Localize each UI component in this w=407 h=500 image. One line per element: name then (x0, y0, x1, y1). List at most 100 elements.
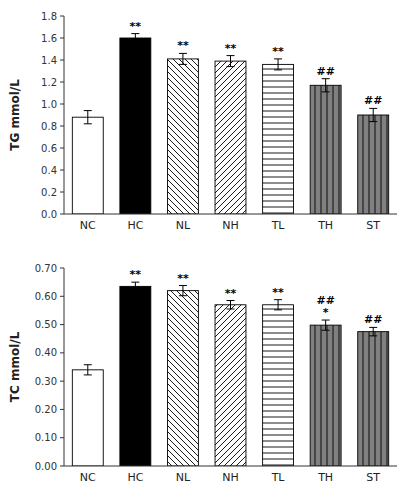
y-tick-label: 1.0 (41, 99, 57, 110)
y-tick-label: 0.2 (41, 187, 57, 198)
y-tick-label: 0.4 (41, 165, 57, 176)
y-tick-label: 0.00 (35, 461, 57, 472)
y-tick (60, 268, 64, 269)
y-tick-label: 0.10 (35, 432, 57, 443)
significance-label: * (323, 306, 329, 319)
y-tick-label: 1.2 (41, 77, 57, 88)
x-tick-label: NC (80, 471, 96, 484)
bar (310, 85, 341, 214)
y-tick (60, 60, 64, 61)
y-tick (60, 381, 64, 382)
x-tick-label: TL (271, 471, 286, 484)
x-tick-label: NL (176, 219, 191, 232)
panel: 0.00.20.40.60.81.01.21.41.61.8TG mmol/LN… (8, 11, 397, 233)
error-bar (179, 53, 187, 64)
y-tick (60, 82, 64, 83)
x-tick-label: NL (176, 471, 191, 484)
x-axis-line (64, 214, 397, 215)
x-axis: NC HC NL NH TL TH ST (64, 466, 397, 484)
y-tick (60, 324, 64, 325)
y-axis: 0.00.20.40.60.81.01.21.41.61.8 (41, 11, 64, 220)
x-tick-label: TH (317, 471, 333, 484)
x-tick-label: NH (222, 219, 239, 232)
annotations: *********#### (130, 268, 383, 326)
error-bar (84, 111, 92, 124)
panel: 0.00 0.10 0.20 0.30 0.40 0.50 0.60 0.70 TC mmol/… (8, 263, 397, 485)
y-tick-label: 0.6 (41, 143, 57, 154)
significance-label: ** (272, 45, 284, 58)
y-axis-title: TG mmol/L (8, 79, 22, 151)
significance-label: ** (177, 272, 189, 285)
y-tick-label: 0.70 (35, 263, 57, 274)
significance-label: ** (225, 287, 237, 300)
y-tick (60, 437, 64, 438)
y-tick (60, 104, 64, 105)
bar (72, 370, 103, 466)
bar (358, 115, 389, 214)
error-bar (131, 34, 139, 43)
significance-label: ** (225, 42, 237, 55)
y-tick-label: 0.20 (35, 404, 57, 415)
significance-label: ** (130, 268, 142, 281)
error-bar (227, 56, 235, 67)
y-axis-line (64, 268, 65, 466)
bar (263, 305, 294, 466)
y-tick (60, 192, 64, 193)
y-axis: 0.00 0.10 0.20 0.30 0.40 0.50 0.60 0.70 (35, 263, 64, 472)
bar (215, 61, 246, 214)
y-tick-label: 0.30 (35, 376, 57, 387)
x-tick-label: TH (317, 219, 333, 232)
significance-label: ## (364, 94, 382, 107)
y-tick-label: 0.0 (41, 209, 57, 220)
error-bar (369, 327, 377, 335)
error-bar (227, 301, 235, 309)
x-tick-label: ST (366, 219, 380, 232)
x-tick-label: TL (271, 219, 286, 232)
y-axis-line (64, 16, 65, 214)
significance-label: ** (272, 286, 284, 299)
bar (358, 332, 389, 466)
y-tick-label: 0.40 (35, 347, 57, 358)
bar (215, 305, 246, 466)
x-tick-label: NH (222, 471, 239, 484)
x-tick-label: NC (80, 219, 96, 232)
error-bar (322, 79, 330, 92)
significance-label: ## (364, 313, 382, 326)
bar (72, 117, 103, 214)
x-tick-label: ST (366, 471, 380, 484)
y-tick (60, 38, 64, 39)
bar (120, 286, 151, 466)
significance-label: ## (316, 294, 334, 307)
y-tick-label: 0.50 (35, 319, 57, 330)
y-tick (60, 352, 64, 353)
significance-label: ** (130, 20, 142, 33)
figure: 0.00.20.40.60.81.01.21.41.61.8TG mmol/LN… (0, 0, 407, 500)
y-tick (60, 126, 64, 127)
error-bar (131, 282, 139, 290)
error-bar (322, 320, 330, 330)
bar (167, 59, 198, 214)
y-tick (60, 214, 64, 215)
y-tick-label: 0.8 (41, 121, 57, 132)
significance-label: ** (177, 39, 189, 52)
error-bar (84, 365, 92, 375)
y-tick (60, 466, 64, 467)
bars (72, 34, 388, 214)
y-tick (60, 296, 64, 297)
error-bar (274, 59, 282, 70)
significance-label: ## (316, 65, 334, 78)
y-tick-label: 1.8 (41, 11, 57, 22)
error-bar (369, 108, 377, 121)
y-tick (60, 170, 64, 171)
x-tick-label: HC (127, 471, 143, 484)
y-tick-label: 0.60 (35, 291, 57, 302)
error-bar (274, 300, 282, 310)
bars (72, 282, 388, 466)
y-axis-title: TC mmol/L (8, 331, 22, 402)
bar (120, 38, 151, 214)
bar (263, 64, 294, 214)
y-tick (60, 409, 64, 410)
x-axis: NCHCNLNHTLTHST (64, 214, 397, 232)
x-axis-line (64, 466, 397, 467)
y-tick-label: 1.4 (41, 55, 57, 66)
